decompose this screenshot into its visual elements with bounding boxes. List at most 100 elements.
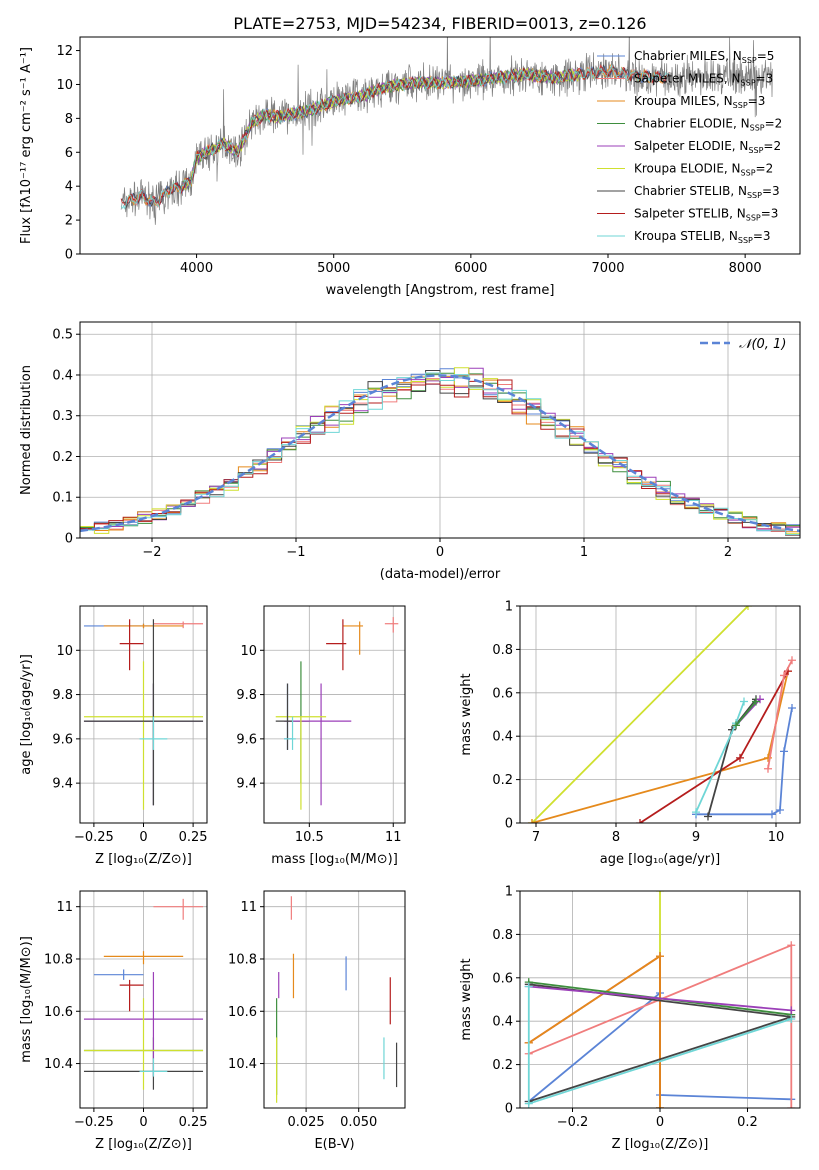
chart-residuals: −2 −1 0 1 2 0 0.1 0.2 0.3 0.4 0.5 (data-model)/erro… [19, 321, 801, 582]
model-spectrum-salpeter-stelib [120, 64, 670, 207]
errorbar-point [119, 619, 144, 671]
x-tick-label: 8000 [729, 261, 762, 276]
weight-line [735, 700, 757, 726]
y-axis-label: mass weight [459, 673, 474, 755]
legend-entry: Salpeter STELIB, NSSP=3 [634, 207, 778, 223]
y-tick-label: 9.6 [52, 732, 73, 747]
y-tick-label: 10 [56, 78, 73, 93]
plus-marker [636, 819, 644, 823]
legend-entry: Salpeter ELODIE, NSSP=2 [634, 139, 781, 155]
x-tick-label: 0.050 [340, 1115, 377, 1130]
axes-frame [519, 605, 801, 824]
x-tick-label: 5000 [317, 261, 350, 276]
y-tick-label: 0.1 [52, 491, 73, 506]
y-tick-label: 0.4 [492, 1015, 513, 1030]
plus-marker [788, 703, 796, 712]
y-tick-label: 10 [240, 644, 257, 659]
x-tick-label: 9 [692, 830, 700, 845]
y-axis-label: Flux [fλ10⁻¹⁷ erg cm⁻² s⁻¹ A⁻¹] [19, 47, 34, 244]
x-tick-label: −0.25 [74, 830, 114, 845]
errorbar-point [103, 951, 184, 965]
y-axis-label: Normed distribution [19, 365, 34, 495]
y-tick-label: 0.8 [492, 643, 513, 658]
x-tick-label: 0 [436, 545, 444, 560]
axes-frame [79, 36, 801, 255]
chart-mass-EBV: 0.025 0.050 10.4 10.6 10.8 11 E(B-V) [228, 890, 406, 1152]
x-tick-label: −0.25 [74, 1115, 114, 1130]
y-tick-label: 11 [56, 900, 73, 915]
plot-area-weight-Z [524, 891, 796, 1108]
errorbar-point [139, 716, 168, 750]
x-tick-label: −1 [286, 545, 305, 560]
plus-marker [752, 697, 760, 706]
y-tick-label: 8 [65, 112, 73, 127]
x-tick-label: 0 [139, 1115, 147, 1130]
legend-entry: Kroupa ELODIE, NSSP=2 [634, 162, 773, 178]
legend-entry: Kroupa STELIB, NSSP=3 [634, 229, 771, 245]
y-tick-label: 0 [505, 1102, 513, 1117]
legend-entry: Chabrier MILES, NSSP=5 [634, 49, 774, 65]
x-tick-label: −0.2 [557, 1115, 589, 1130]
plus-marker [788, 656, 796, 665]
chart-weight-Z: −0.2 0 0.2 0 0.2 0.4 0.6 0.8 1 Z [log₁₀(Z/Z⊙)] mas… [459, 885, 801, 1152]
errorbar-point [83, 619, 204, 806]
plus-marker [692, 808, 700, 817]
plus-marker [787, 1015, 796, 1024]
plot-area-residuals [80, 367, 800, 536]
y-tick-label: 0.4 [492, 730, 513, 745]
model-spectrum-chabrier-miles [127, 65, 666, 207]
errorbar-point [384, 617, 399, 633]
errorbar-point [284, 716, 296, 750]
x-axis-label: Z [log₁₀(Z/Z⊙)] [95, 1137, 192, 1152]
y-tick-label: 1 [505, 885, 513, 900]
plus-marker [524, 1099, 533, 1108]
x-tick-label: 2 [724, 545, 732, 560]
y-tick-label: 0 [505, 817, 513, 832]
weight-line [639, 670, 789, 823]
legend-entry: Kroupa MILES, NSSP=3 [634, 94, 765, 110]
plus-marker [776, 805, 784, 814]
weight-line [531, 606, 749, 823]
y-tick-label: 12 [56, 44, 73, 59]
observed-spectrum [120, 37, 773, 225]
x-axis-label: Z [log₁₀(Z/Z⊙)] [612, 1137, 709, 1152]
legend-entry: Chabrier STELIB, NSSP=3 [634, 184, 780, 200]
x-tick-label: 10.5 [295, 830, 324, 845]
chart-weight-age: 7 8 9 10 0 0.2 0.4 0.6 0.8 1 age [log₁₀(age/yr)] ma… [459, 600, 801, 867]
y-tick-label: 0.5 [52, 328, 73, 343]
plus-marker [744, 606, 752, 610]
y-tick-label: 4 [65, 180, 73, 195]
y-tick-label: 10.6 [44, 1005, 73, 1020]
y-tick-label: 0.6 [492, 686, 513, 701]
legend: Chabrier MILES, NSSP=5 Salpeter MILES, NS… [597, 49, 782, 245]
plus-marker [780, 671, 788, 680]
legend-entry: 𝒩(0, 1) [739, 337, 786, 352]
legend-entry: Salpeter MILES, NSSP=3 [634, 72, 773, 88]
x-tick-label: 0 [139, 830, 147, 845]
errorbar-point [103, 623, 184, 629]
x-tick-label: 0 [656, 1115, 664, 1130]
x-axis-label: mass [log₁₀(M/M⊙)] [271, 852, 398, 867]
y-tick-label: 9.6 [236, 732, 257, 747]
chart-mass-Z: −0.25 0 0.25 10.4 10.6 10.8 11 Z [log₁₀(Z/Z⊙)] m… [19, 890, 208, 1152]
y-tick-label: 9.4 [236, 777, 257, 792]
y-tick-label: 9.4 [52, 777, 73, 792]
plus-marker [656, 1104, 664, 1108]
plus-marker [704, 812, 712, 821]
x-axis-label: wavelength [Angstrom, rest frame] [326, 283, 555, 298]
plus-marker [768, 810, 776, 819]
hist-kroupa-stelib [80, 372, 800, 536]
x-tick-label: 1 [580, 545, 588, 560]
plot-area-age-Z [83, 619, 204, 810]
plus-marker [764, 764, 772, 773]
weight-line [767, 659, 793, 769]
axes-frame [263, 890, 406, 1109]
chart-spectrum: 4000 5000 6000 7000 8000 0 2 4 6 8 10 12 wavelength … [19, 36, 801, 298]
weight-line [695, 701, 745, 813]
normal-curve [80, 374, 800, 533]
y-tick-label: 6 [65, 146, 73, 161]
y-tick-label: 10.4 [228, 1057, 257, 1072]
model-spectrum-chabrier-stelib [121, 64, 670, 208]
x-tick-label: 0.25 [179, 1115, 208, 1130]
